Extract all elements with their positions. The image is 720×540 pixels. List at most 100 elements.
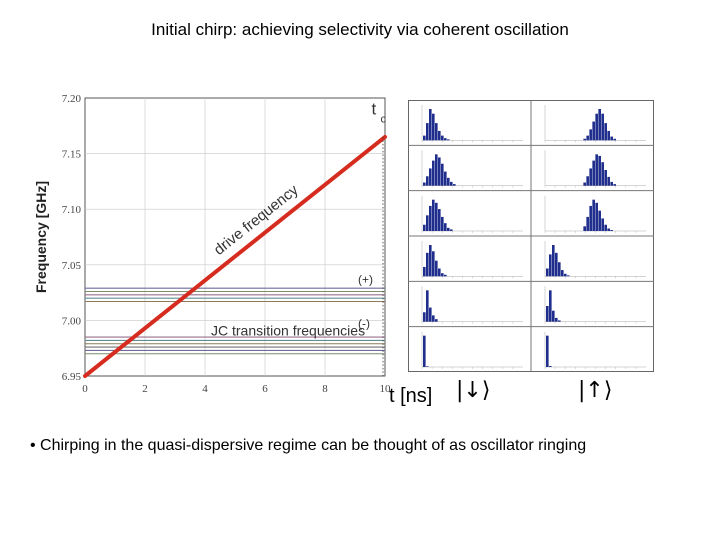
histogram-bar — [592, 160, 595, 186]
histogram-bar — [558, 320, 561, 322]
histogram-bar — [598, 109, 601, 141]
x-tick-label: 6 — [262, 383, 268, 395]
histogram-bar — [441, 135, 444, 141]
histogram-bar — [589, 168, 592, 186]
histogram-bar — [598, 155, 601, 186]
histogram-bar — [423, 135, 426, 141]
plot-frame — [84, 97, 386, 377]
histogram-bar — [423, 224, 426, 231]
histogram-bar — [613, 184, 616, 186]
histogram-bar — [423, 182, 426, 186]
histogram-bar — [435, 319, 438, 322]
histogram-bar — [435, 260, 438, 277]
histogram-bar — [435, 202, 438, 231]
y-tick-label: 7.10 — [62, 204, 82, 216]
histogram-bar — [429, 205, 432, 231]
histogram-bar — [595, 202, 598, 231]
histogram-bar — [595, 154, 598, 186]
histogram-bar — [595, 113, 598, 141]
histogram-bar — [441, 216, 444, 231]
histogram-bar — [583, 138, 586, 141]
histogram-bar — [610, 136, 613, 141]
tc-label: t — [372, 100, 377, 119]
histogram-bar — [450, 181, 453, 186]
minus-branch-label: (-) — [358, 317, 370, 331]
histogram-bar — [432, 113, 435, 141]
histogram-bar — [450, 229, 453, 231]
histogram-bar — [438, 209, 441, 231]
histogram-bar — [583, 226, 586, 231]
histogram-bar — [444, 138, 447, 141]
plus-branch-label: (+) — [358, 273, 373, 287]
histogram-bar — [604, 170, 607, 186]
histogram-bar — [601, 218, 604, 231]
histogram-bar — [438, 157, 441, 186]
spin-down-column-label: |↓⟩ — [456, 378, 491, 403]
y-tick-label: 7.15 — [62, 149, 82, 161]
x-tick-label: 4 — [202, 383, 208, 395]
histogram-bar — [426, 252, 429, 277]
histogram-bar — [598, 210, 601, 231]
histogram-bar — [586, 176, 589, 186]
histogram-bar — [589, 129, 592, 141]
jc-transition-label: JC transition frequencies — [211, 323, 365, 339]
histogram-bar — [604, 123, 607, 141]
histogram-bar — [453, 184, 456, 186]
histogram-bar — [607, 176, 610, 186]
histogram-bar — [429, 168, 432, 186]
histogram-bar — [423, 335, 426, 367]
histogram-bar — [567, 275, 570, 277]
histogram-bar — [426, 215, 429, 231]
histogram-bar — [432, 251, 435, 277]
y-tick-label: 7.20 — [62, 93, 82, 105]
histogram-bar — [601, 113, 604, 141]
frequency-vs-time-chart: 0 2 4 6 8 10 6.95 7.00 7.05 7.10 7.15 7.20 Frequency… — [33, 93, 391, 395]
histogram-bar — [444, 171, 447, 186]
histogram-bar — [607, 228, 610, 231]
histogram-bar — [447, 227, 450, 231]
histogram-bar — [555, 317, 558, 322]
histogram-bar — [601, 162, 604, 186]
slide-title: Initial chirp: achieving selectivity via… — [151, 20, 569, 39]
histogram-bar — [586, 135, 589, 141]
histogram-bar — [441, 163, 444, 186]
histogram-bar — [435, 123, 438, 141]
y-tick-label: 6.95 — [62, 371, 82, 383]
histogram-bar — [435, 154, 438, 186]
histogram-bar — [592, 199, 595, 231]
histogram-bar — [546, 335, 549, 367]
histogram-bar — [610, 230, 613, 231]
histogram-bar — [429, 245, 432, 277]
histogram-bar — [564, 273, 567, 277]
histogram-bar — [549, 290, 552, 322]
y-axis-title: Frequency [GHz] — [33, 181, 49, 293]
histogram-bar — [438, 268, 441, 277]
spin-up-column-label: |↑⟩ — [578, 378, 613, 403]
x-tick-label: 8 — [322, 383, 328, 395]
y-tick-label: 7.00 — [62, 315, 82, 327]
histogram-bar — [447, 139, 450, 141]
histogram-bar — [423, 312, 426, 322]
histogram-bar — [426, 290, 429, 322]
histogram-bar — [561, 270, 564, 277]
histogram-bar — [610, 181, 613, 186]
histogram-bar — [583, 182, 586, 186]
histogram-bar — [586, 216, 589, 231]
bullet-text: • Chirping in the quasi-dispersive regim… — [30, 437, 587, 454]
histogram-bar — [552, 245, 555, 277]
histogram-bar — [592, 121, 595, 141]
drive-frequency-line — [83, 134, 387, 378]
histogram-bar — [558, 262, 561, 277]
histogram-bar — [555, 252, 558, 277]
histogram-bar — [444, 274, 447, 277]
histogram-bar — [432, 160, 435, 186]
histogram-bar — [423, 266, 426, 277]
histogram-bar — [549, 254, 552, 277]
x-tick-label: 0 — [82, 383, 88, 395]
histogram-bar — [444, 223, 447, 231]
histogram-bar — [432, 199, 435, 231]
histogram-bar — [546, 268, 549, 277]
histogram-bar — [426, 176, 429, 186]
histogram-bar — [552, 310, 555, 322]
histogram-bar — [429, 109, 432, 141]
